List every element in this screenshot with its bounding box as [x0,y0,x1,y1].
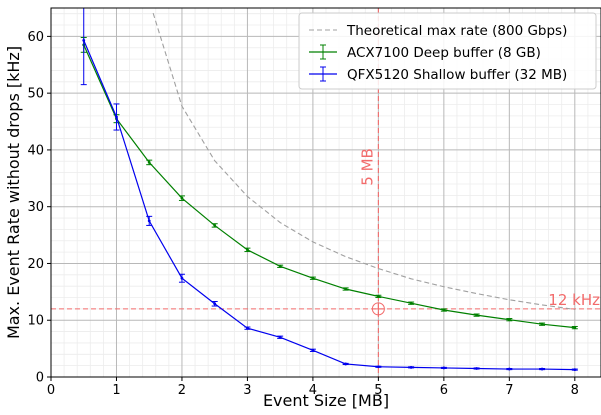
x-tick-label: 6 [440,383,448,398]
data-point [147,219,151,223]
series-line [83,44,575,329]
data-point [573,368,577,372]
data-point [376,294,380,298]
data-point [246,326,249,330]
y-tick-label: 10 [27,314,44,329]
data-point [540,322,544,326]
x-tick-label: 4 [309,383,317,398]
data-point [311,276,315,280]
x-tick-label: 3 [243,383,251,398]
legend-entry: ACX7100 Deep buffer (8 GB) [309,44,541,61]
series-line [152,12,575,310]
data-point [475,367,478,370]
plot-frame [50,7,601,378]
data-point [442,366,446,370]
y-tick-label: 60 [27,30,44,45]
data-point [507,367,511,371]
data-point [278,335,282,339]
legend-box [298,12,597,90]
y-axis-label: Max. Event Rate without drops [kHz] [4,46,23,339]
legend-label: Theoretical max rate (800 Gbps) [346,23,567,39]
legend-label: ACX7100 Deep buffer (8 GB) [347,45,541,61]
data-point [475,313,478,317]
data-point [180,276,184,280]
series-2 [80,8,578,372]
hline-annotation-label: 12 kHz [548,291,600,309]
vline-annotation-label: 5 MB [358,148,376,186]
y-tick-label: 50 [27,87,44,102]
x-tick-label: 1 [112,383,120,398]
legend-entry: QFX5120 Shallow buffer (32 MB) [309,66,567,83]
legend: Theoretical max rate (800 Gbps) ACX7100 D… [298,12,597,90]
x-tick-label: 2 [178,383,186,398]
series-line [83,40,575,371]
series-1 [80,37,578,330]
x-tick-label: 7 [505,383,513,398]
x-tick-label: 0 [47,383,55,398]
data-point [278,264,282,268]
y-tick-label: 0 [36,371,44,386]
annotation-labels: 5 MB 12 kHz [358,148,600,309]
x-tick-label: 5 [374,383,382,398]
axis-ticks [47,35,576,381]
data-point [409,301,413,305]
series-0 [152,12,575,310]
data-point [573,326,577,330]
data-point [213,224,217,227]
data-point [115,115,118,119]
y-tick-label: 40 [27,143,44,158]
data-point [147,161,151,164]
data-point [540,367,544,371]
data-point [82,38,86,42]
y-tick-label: 30 [27,200,44,215]
data-point [180,196,184,200]
data-point [213,302,217,306]
legend-entry: Theoretical max rate (800 Gbps) [309,23,567,39]
annotation-lines [51,8,601,377]
y-tick-label: 20 [27,257,44,272]
data-point [507,318,511,322]
data-point [344,287,348,291]
tick-labels: 0 1 2 3 4 5 6 7 8 0 10 20 30 40 50 60 [27,30,578,398]
series-layer [80,8,578,372]
data-point [311,348,315,352]
data-point [409,365,413,369]
x-tick-label: 8 [571,383,579,398]
data-point [246,248,249,252]
legend-label: QFX5120 Shallow buffer (32 MB) [347,67,567,83]
data-point [344,362,348,366]
data-point [442,308,446,312]
data-point [376,365,380,369]
x-axis-label: Event Size [MB] [263,391,389,410]
